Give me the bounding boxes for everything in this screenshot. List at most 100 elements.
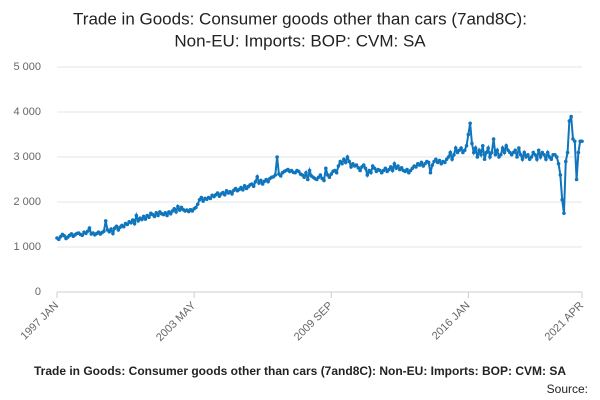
point bbox=[109, 227, 113, 231]
point bbox=[574, 177, 579, 182]
point bbox=[430, 163, 435, 167]
point bbox=[580, 139, 584, 144]
point bbox=[103, 219, 108, 223]
point bbox=[356, 166, 361, 170]
point bbox=[343, 160, 348, 165]
point bbox=[324, 166, 328, 171]
point bbox=[208, 196, 213, 201]
point bbox=[479, 152, 483, 157]
point bbox=[129, 220, 133, 225]
point bbox=[275, 155, 279, 159]
point bbox=[443, 160, 447, 165]
point bbox=[554, 155, 559, 159]
point bbox=[500, 146, 505, 150]
point bbox=[278, 174, 283, 178]
point bbox=[466, 132, 471, 137]
point bbox=[354, 163, 359, 167]
point bbox=[538, 155, 543, 159]
point bbox=[215, 191, 220, 195]
point bbox=[486, 146, 490, 150]
point bbox=[134, 213, 139, 218]
point bbox=[62, 233, 67, 238]
point bbox=[172, 206, 177, 211]
point bbox=[116, 228, 121, 232]
point bbox=[327, 175, 332, 180]
point bbox=[399, 166, 404, 170]
point bbox=[549, 157, 554, 162]
point bbox=[57, 237, 61, 242]
y-tick-label: 1 000 bbox=[13, 241, 41, 253]
y-tick-label: 3 000 bbox=[13, 151, 41, 163]
point bbox=[201, 199, 205, 203]
y-tick-label: 5 000 bbox=[13, 61, 41, 73]
x-tick-label: 2009 SEP bbox=[292, 300, 336, 344]
point bbox=[471, 150, 476, 155]
caption: Trade in Goods: Consumer goods other tha… bbox=[34, 364, 566, 378]
point bbox=[417, 163, 422, 167]
point bbox=[518, 152, 523, 157]
x-tick-label: 2021 APR bbox=[543, 300, 587, 344]
point bbox=[480, 143, 485, 148]
point bbox=[446, 155, 451, 159]
point bbox=[222, 193, 227, 197]
point bbox=[259, 178, 263, 183]
point bbox=[428, 170, 433, 175]
point bbox=[322, 178, 326, 183]
point bbox=[387, 167, 391, 172]
point bbox=[260, 182, 265, 186]
point bbox=[437, 158, 442, 163]
point bbox=[542, 152, 546, 157]
point bbox=[111, 231, 115, 236]
point bbox=[572, 139, 577, 144]
point bbox=[102, 229, 106, 234]
point bbox=[396, 164, 400, 168]
point bbox=[304, 170, 308, 175]
point bbox=[563, 159, 568, 164]
point bbox=[241, 188, 245, 192]
point bbox=[174, 210, 178, 214]
point bbox=[499, 152, 503, 157]
point bbox=[257, 181, 261, 185]
point bbox=[452, 152, 456, 157]
point bbox=[475, 155, 480, 159]
point bbox=[253, 179, 258, 184]
point bbox=[329, 172, 334, 176]
point bbox=[132, 221, 137, 226]
point bbox=[569, 114, 573, 119]
point bbox=[369, 170, 373, 175]
point bbox=[242, 184, 247, 188]
point bbox=[448, 150, 453, 155]
point bbox=[125, 222, 130, 227]
point bbox=[255, 175, 260, 179]
point bbox=[513, 148, 518, 153]
point bbox=[392, 161, 397, 166]
point bbox=[168, 211, 173, 216]
point bbox=[342, 157, 346, 162]
point bbox=[558, 173, 563, 177]
point bbox=[502, 150, 507, 155]
point bbox=[340, 161, 344, 166]
point bbox=[556, 161, 561, 166]
point bbox=[468, 121, 472, 126]
point bbox=[504, 143, 509, 148]
point bbox=[464, 143, 469, 148]
point bbox=[517, 146, 521, 150]
point bbox=[266, 179, 270, 184]
point bbox=[358, 168, 362, 173]
point bbox=[473, 146, 478, 150]
point bbox=[195, 202, 200, 207]
point bbox=[520, 157, 525, 162]
point bbox=[139, 217, 144, 222]
point bbox=[515, 155, 519, 159]
point bbox=[345, 155, 350, 159]
point bbox=[545, 150, 550, 155]
point bbox=[426, 160, 431, 165]
point bbox=[484, 150, 489, 155]
point bbox=[544, 157, 548, 162]
point bbox=[273, 173, 278, 177]
point bbox=[450, 157, 454, 162]
point bbox=[85, 229, 90, 234]
point bbox=[318, 173, 323, 177]
point bbox=[562, 211, 566, 216]
